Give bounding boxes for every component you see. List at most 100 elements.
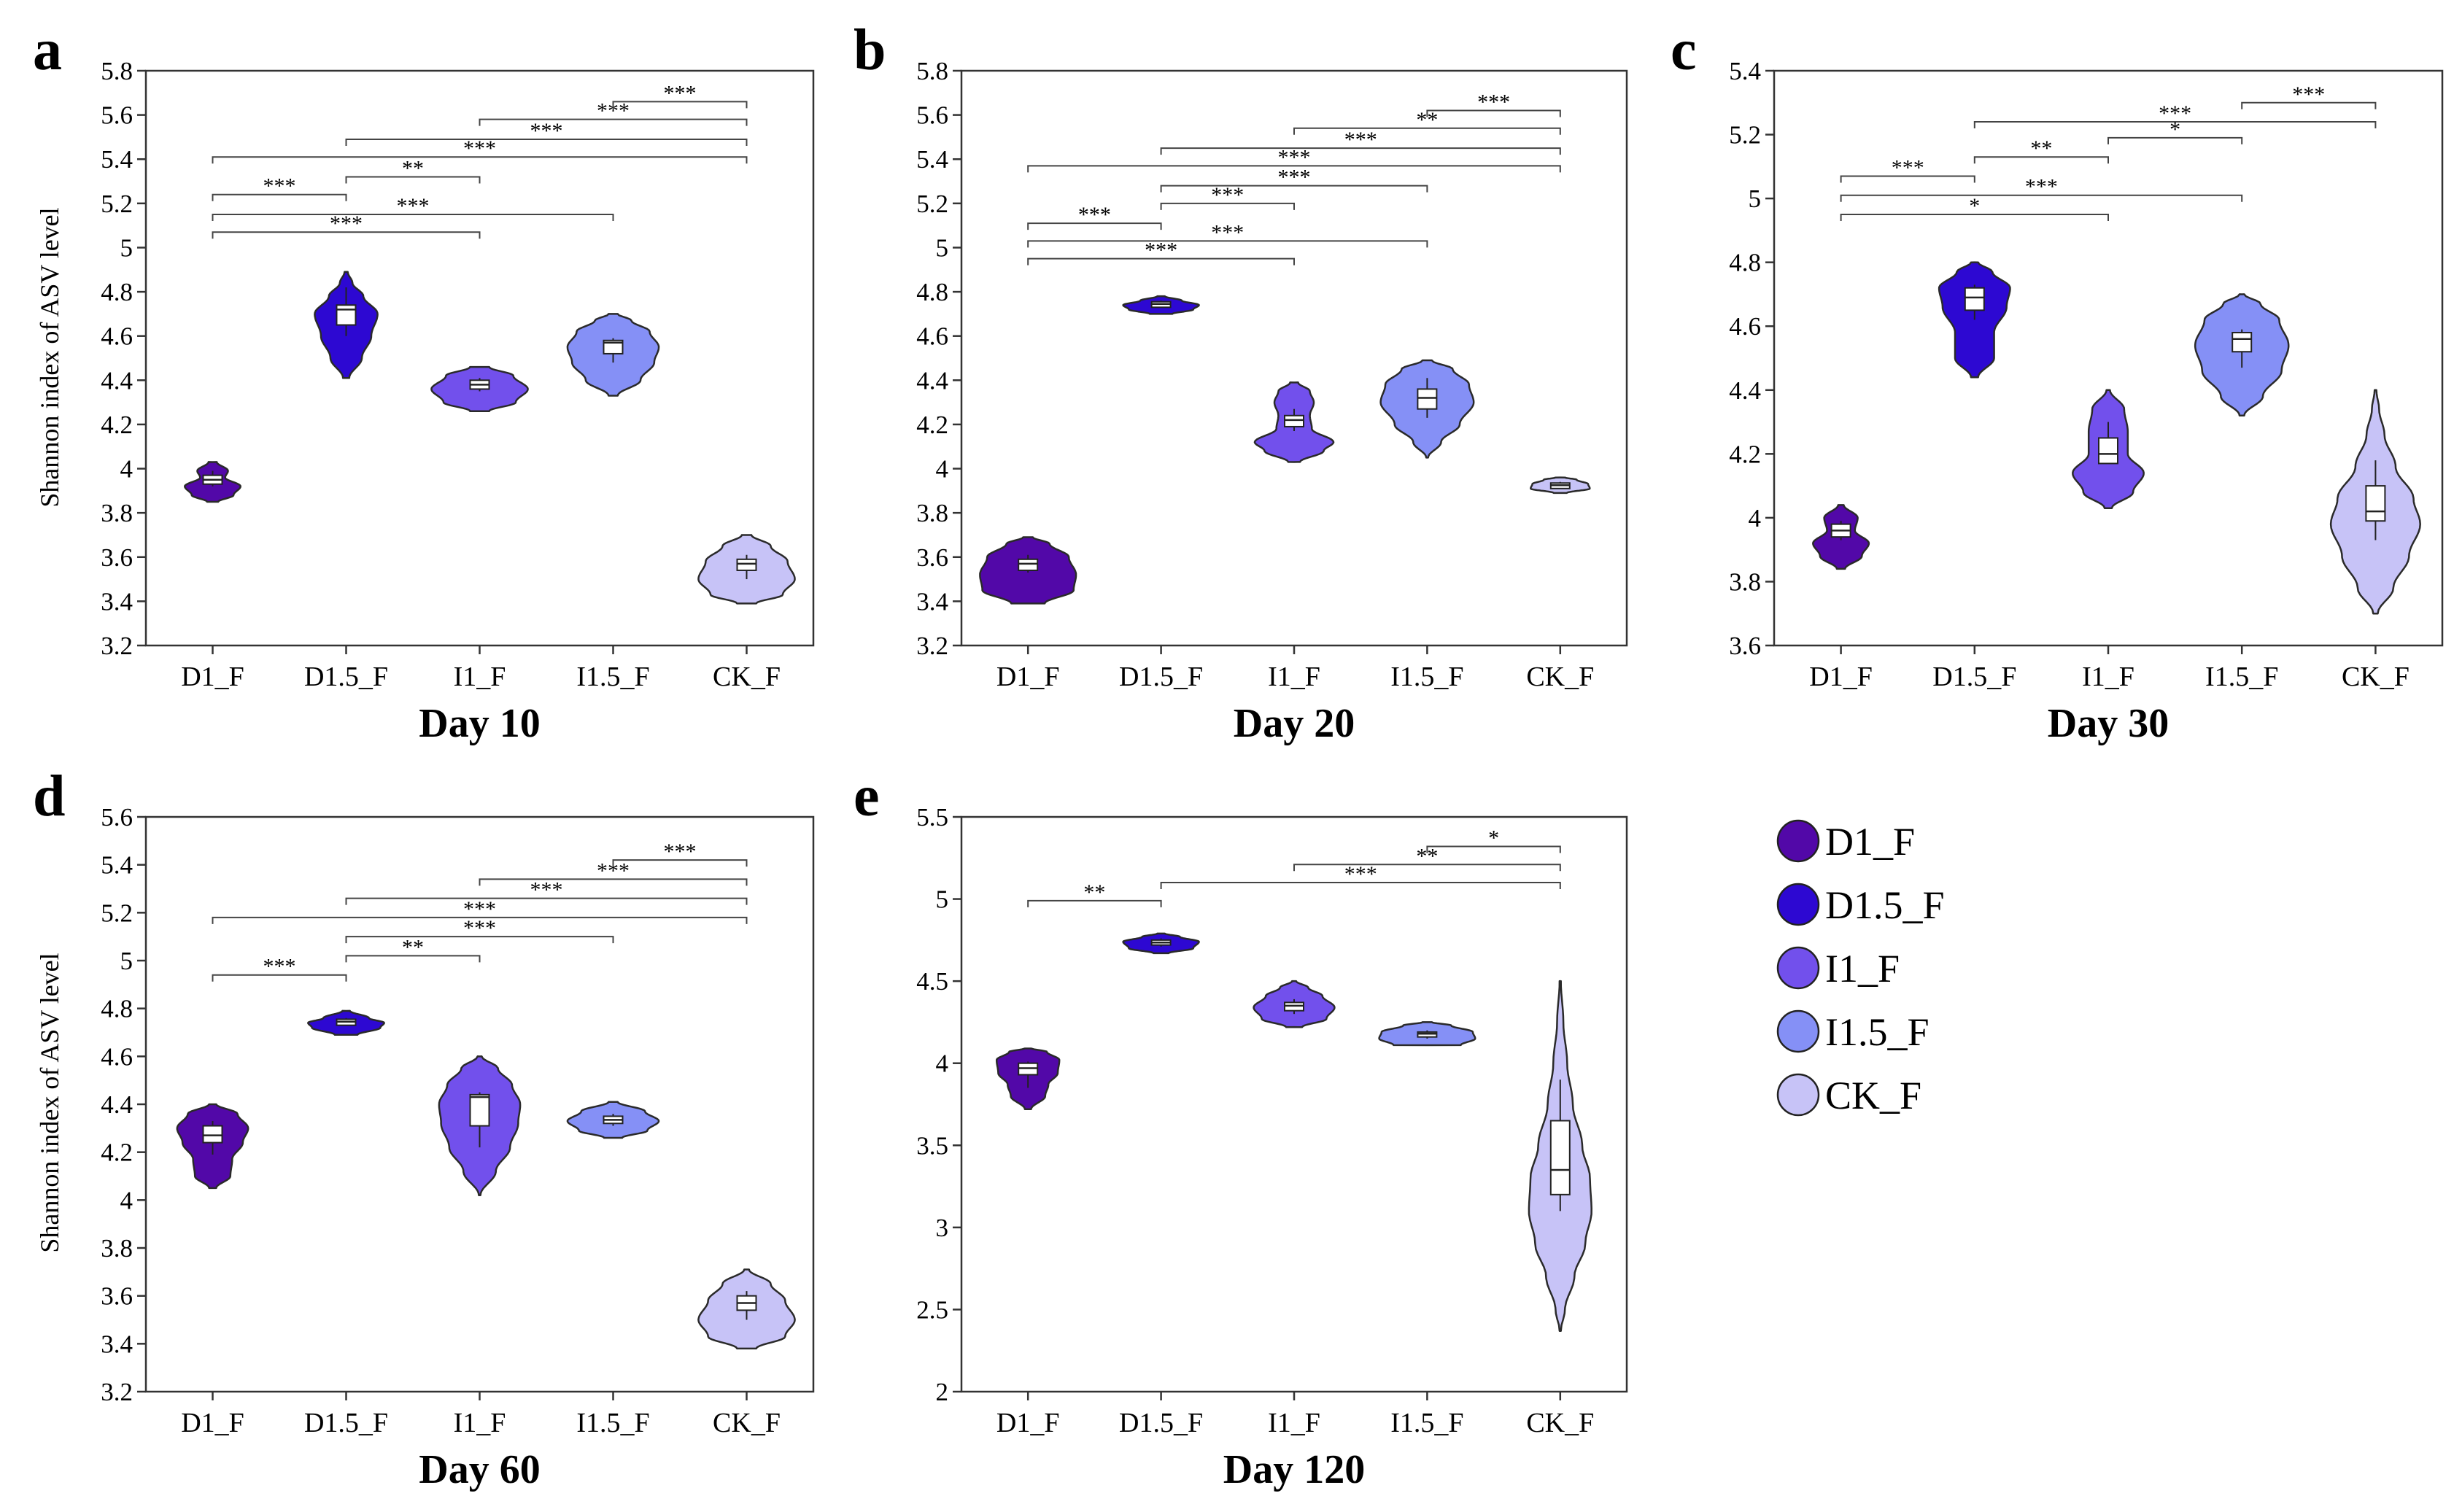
significance-label: *** — [1145, 239, 1177, 263]
y-tick-label: 5.6 — [916, 101, 948, 130]
significance-bracket — [1160, 185, 1428, 193]
x-tick-label: D1.5_F — [1119, 1408, 1203, 1438]
y-axis-label: Shannon index of ASV level — [35, 207, 64, 507]
y-tick-label: 5.6 — [101, 803, 133, 831]
plot-frame — [144, 815, 815, 1393]
y-tick-label: 3.2 — [101, 1378, 133, 1406]
significance-bracket — [345, 955, 481, 963]
y-tick-label: 2.5 — [916, 1295, 948, 1324]
panel-letter: e — [854, 764, 880, 829]
y-tick-label: 4 — [120, 1186, 133, 1214]
x-tick-label: I1_F — [454, 662, 506, 692]
significance-label: *** — [1344, 862, 1377, 886]
legend: D1_F D1.5_F I1_F I1.5_F CK_F — [1776, 819, 1945, 1117]
panel-title: Day 120 — [1223, 1447, 1365, 1492]
significance-bracket — [212, 156, 748, 164]
y-tick-label: 5.2 — [101, 899, 133, 927]
y-tick-label: 5.4 — [101, 145, 133, 174]
y-tick-label: 4.8 — [101, 278, 133, 306]
significance-bracket — [212, 231, 481, 239]
significance-bracket — [345, 138, 748, 146]
significance-bracket — [479, 878, 748, 886]
y-tick-label: 5.2 — [1729, 121, 1761, 150]
legend-swatch — [1776, 883, 1820, 926]
significance-bracket — [1160, 882, 1561, 890]
box-iqr — [2232, 331, 2253, 353]
significance-label: *** — [664, 840, 697, 864]
y-tick-label: 3.8 — [916, 499, 948, 527]
panel-letter: a — [33, 18, 62, 82]
y-tick-label: 5 — [120, 947, 133, 975]
y-tick-label: 5.2 — [101, 190, 133, 218]
significance-label: ** — [2030, 136, 2052, 160]
x-tick-label: D1.5_F — [304, 1408, 388, 1438]
significance-bracket — [1426, 109, 1561, 117]
significance-bracket — [1973, 156, 2109, 164]
significance-bracket — [1973, 121, 2377, 129]
box-iqr — [1964, 287, 1985, 311]
x-tick-label: CK_F — [2342, 662, 2410, 692]
panel-letter: c — [1671, 18, 1697, 82]
x-tick-label: CK_F — [1526, 1408, 1594, 1438]
y-tick-label: 5.8 — [101, 57, 133, 85]
y-tick-label: 3.2 — [101, 632, 133, 660]
y-tick-label: 4.6 — [101, 1042, 133, 1071]
box-iqr — [2098, 437, 2118, 465]
y-tick-label: 5.8 — [916, 57, 948, 85]
significance-label: *** — [1477, 90, 1510, 115]
panel-d: d 3.2 3.4 3.6 3.8 4 4.2 4.4 4.6 4.8 5 5.2 5.4 5.6 D1_F… — [33, 764, 815, 1492]
y-tick-label: 4.4 — [1729, 376, 1761, 405]
y-tick-label: 3.8 — [1729, 567, 1761, 596]
y-tick-label: 5.4 — [916, 145, 948, 174]
significance-label: *** — [664, 81, 697, 105]
y-tick-label: 4.8 — [916, 278, 948, 306]
significance-bracket — [345, 176, 481, 184]
y-tick-label: 5 — [1749, 185, 1762, 213]
x-tick-label: D1_F — [1809, 662, 1873, 692]
significance-label: ** — [402, 156, 424, 180]
y-tick-label: 4.2 — [101, 411, 133, 439]
panel-a: a 3.2 3.4 3.6 3.8 4 4.2 4.4 4.6 4.8 5 5.2 5.4 5.6 5.8 D… — [33, 18, 815, 746]
significance-bracket — [612, 101, 748, 109]
significance-label: *** — [530, 878, 563, 902]
significance-label: *** — [1344, 128, 1377, 152]
significance-bracket — [1027, 257, 1295, 265]
x-tick-label: D1_F — [996, 662, 1060, 692]
y-tick-label: 4.4 — [916, 366, 948, 395]
significance-bracket — [345, 936, 614, 944]
panel-letter: b — [854, 18, 886, 82]
x-tick-label: CK_F — [1526, 662, 1594, 692]
x-tick-label: I1_F — [2082, 662, 2134, 692]
legend-item: I1_F — [1776, 946, 1900, 990]
y-tick-label: 4.4 — [101, 366, 133, 395]
panel-title: Day 30 — [2048, 701, 2169, 746]
y-tick-label: 5 — [120, 233, 133, 262]
panel-letter: d — [33, 764, 66, 829]
y-tick-label: 5.4 — [101, 851, 133, 880]
box-iqr — [202, 1125, 223, 1144]
significance-bracket — [1160, 147, 1561, 155]
significance-label: * — [1969, 194, 1980, 218]
box-iqr — [1018, 558, 1039, 571]
y-tick-label: 3.6 — [101, 543, 133, 572]
significance-label: *** — [263, 955, 296, 979]
y-tick-label: 3.4 — [101, 587, 133, 616]
y-tick-label: 4.4 — [101, 1090, 133, 1119]
x-tick-label: I1_F — [1268, 662, 1320, 692]
significance-bracket — [1027, 222, 1162, 230]
significance-label: *** — [1078, 203, 1111, 227]
plot-frame — [144, 69, 815, 647]
y-tick-label: 4 — [1749, 504, 1762, 532]
significance-label: * — [1488, 826, 1499, 850]
legend-item: D1_F — [1776, 819, 1915, 864]
significance-label: *** — [463, 897, 496, 921]
x-tick-label: D1_F — [181, 1408, 244, 1438]
panel-b: b 3.2 3.4 3.6 3.8 4 4.2 4.4 4.6 4.8 5 5.2 5.4 5.6 5.8 D… — [854, 18, 1628, 746]
box-iqr — [1549, 1120, 1571, 1195]
panel-title: Day 60 — [419, 1447, 540, 1492]
significance-bracket — [345, 897, 748, 905]
legend-swatch — [1776, 1073, 1820, 1117]
x-tick-label: I1.5_F — [576, 662, 649, 692]
x-tick-label: I1.5_F — [1390, 662, 1463, 692]
x-tick-label: I1_F — [1268, 1408, 1320, 1438]
